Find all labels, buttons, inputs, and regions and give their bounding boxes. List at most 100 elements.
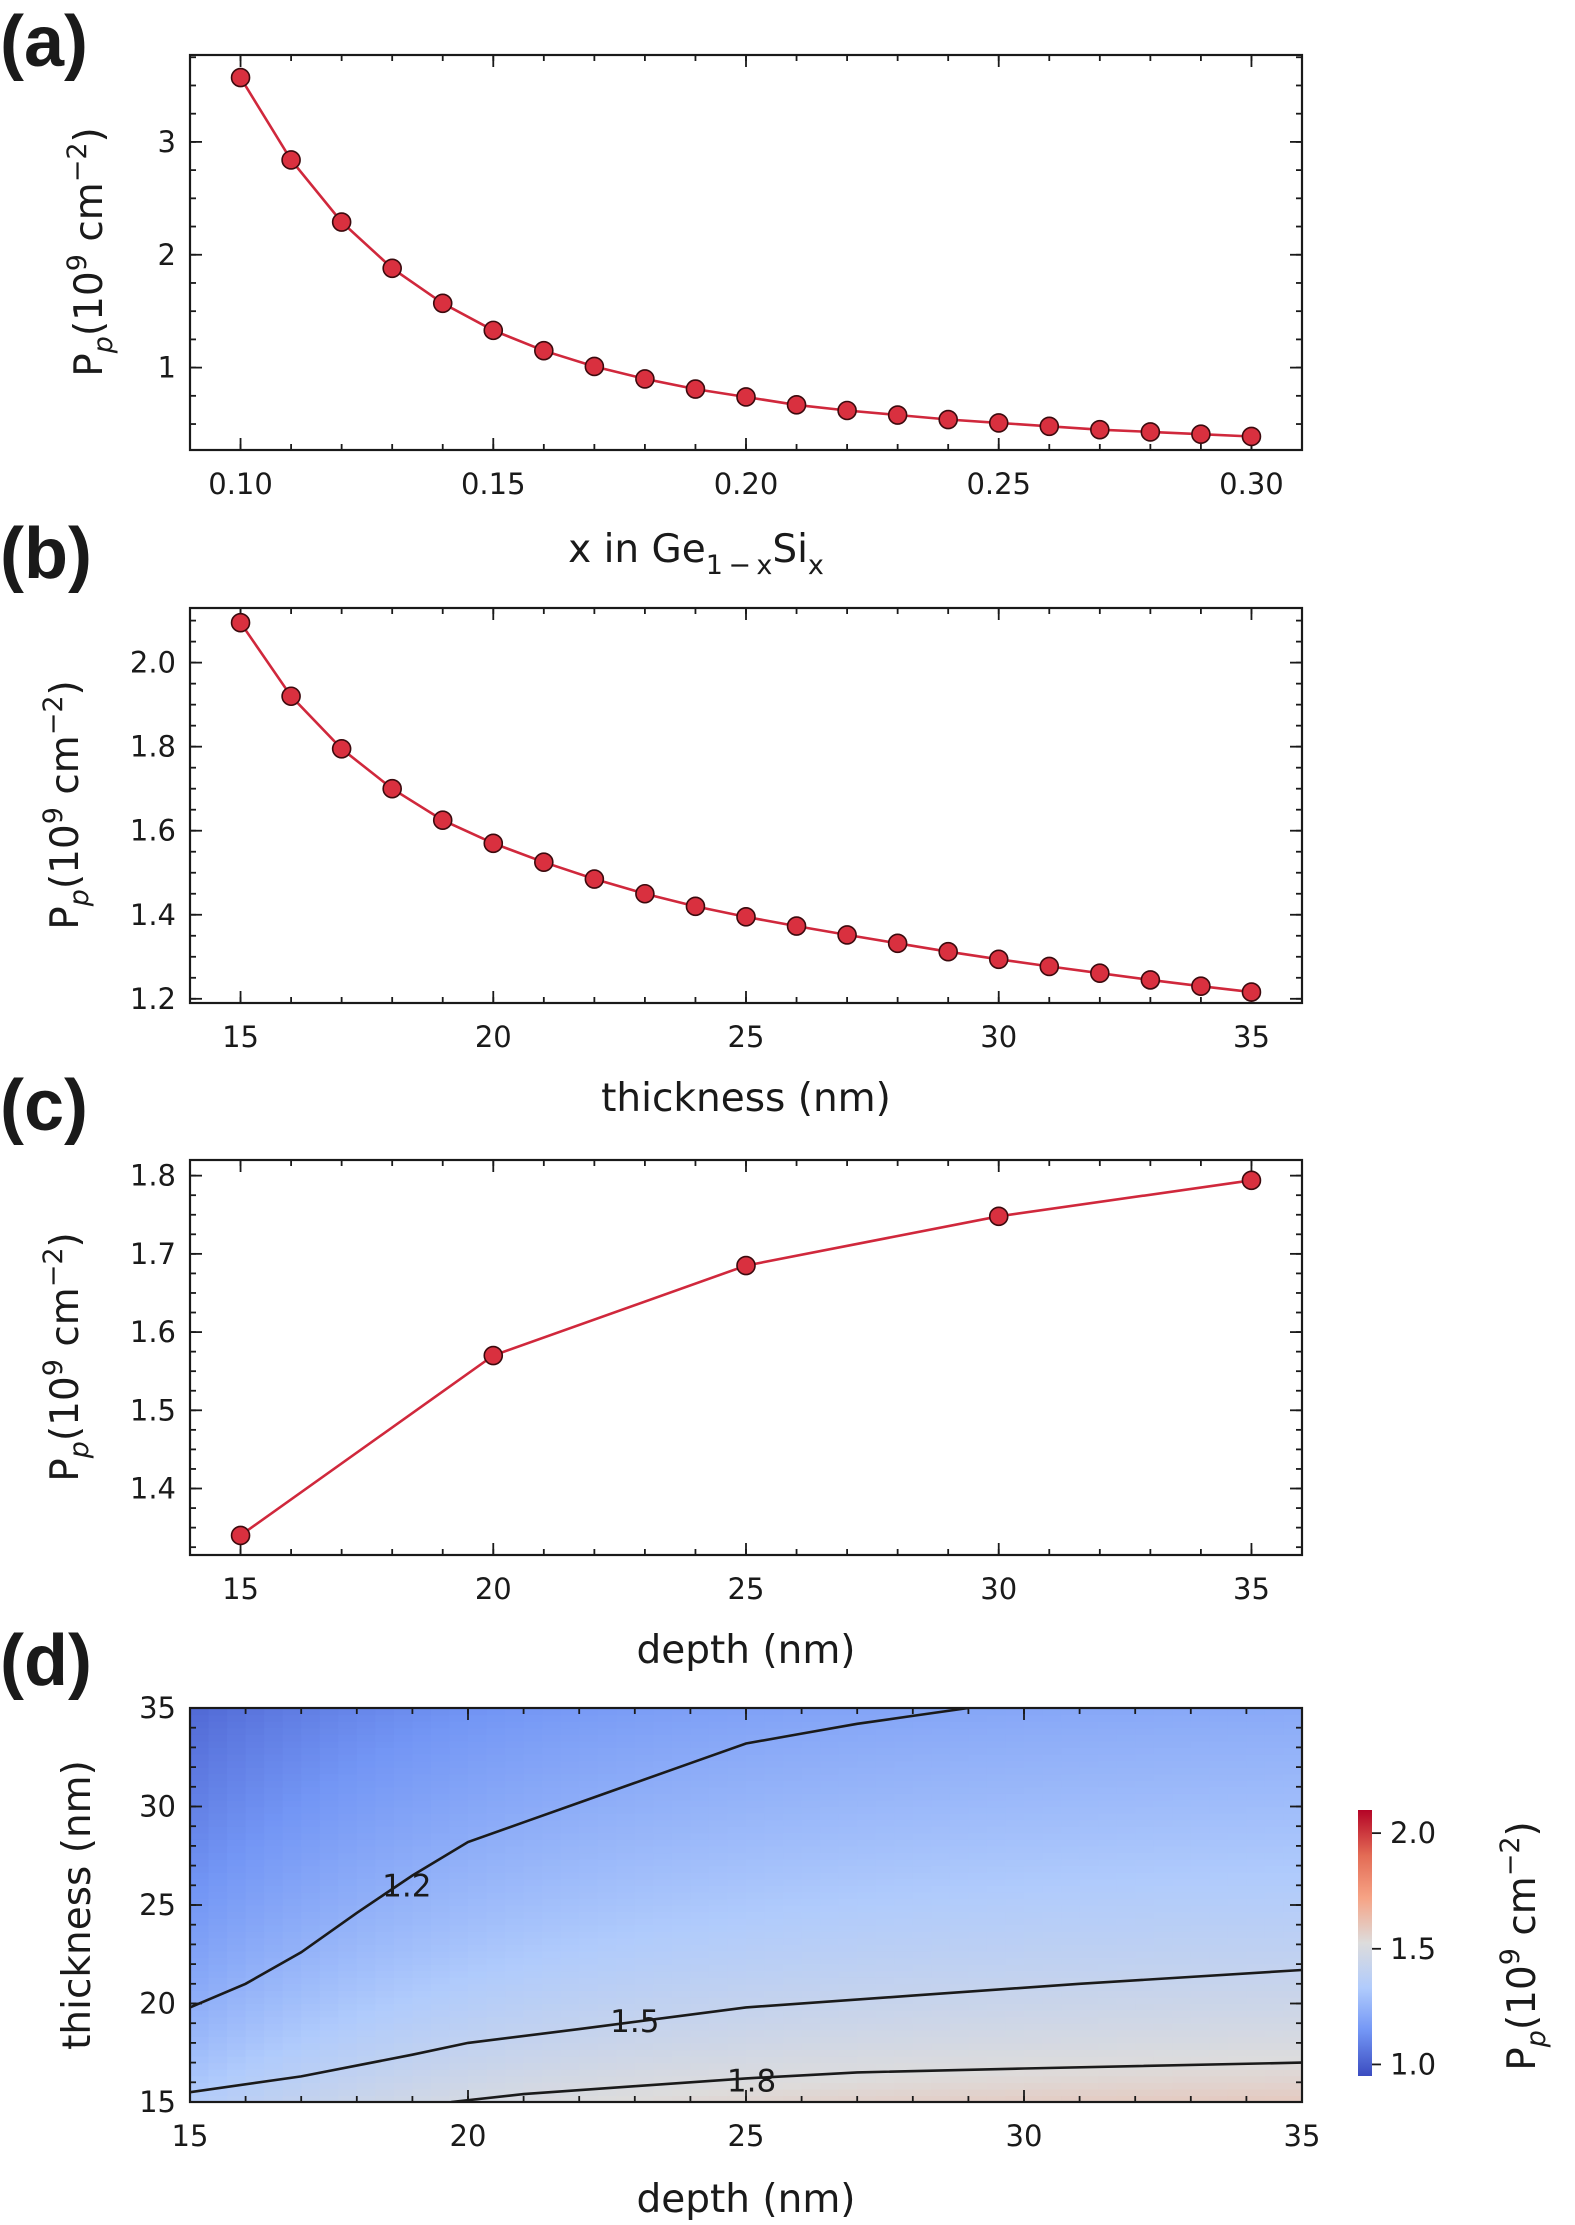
- heatmap-cell: [542, 1773, 562, 1781]
- heatmap-cell: [1190, 1944, 1210, 1952]
- heatmap-cell: [319, 1734, 339, 1742]
- heatmap-cell: [190, 2036, 210, 2044]
- heatmap-cell: [338, 2056, 358, 2064]
- heatmap-cell: [412, 1924, 432, 1932]
- x-tick-label: 25: [728, 2119, 765, 2153]
- heatmap-cell: [542, 1990, 562, 1998]
- heatmap-cell: [505, 2088, 525, 2097]
- heatmap-cell: [727, 1826, 747, 1834]
- heatmap-cell: [1116, 1911, 1136, 1919]
- heatmap-cell: [727, 1983, 747, 1991]
- heatmap-cell: [245, 1964, 265, 1972]
- heatmap-cell: [616, 2010, 636, 2018]
- heatmap-cell: [653, 1865, 673, 1873]
- heatmap-cell: [1024, 1819, 1044, 1827]
- heatmap-cell: [671, 1957, 691, 1965]
- heatmap-cell: [449, 1859, 469, 1867]
- heatmap-cell: [1079, 1865, 1099, 1873]
- heatmap-cell: [1209, 1859, 1229, 1867]
- heatmap-cell: [949, 1819, 969, 1827]
- heatmap-cell: [1098, 1826, 1118, 1834]
- heatmap-cell: [393, 1977, 413, 1985]
- heatmap-cell: [1116, 1740, 1136, 1748]
- heatmap-cell: [949, 1721, 969, 1729]
- heatmap-cell: [653, 1708, 673, 1716]
- heatmap-cell: [671, 2049, 691, 2057]
- heatmap-cell: [838, 1845, 858, 1854]
- heatmap-cell: [282, 2029, 302, 2037]
- heatmap-cell: [393, 2088, 413, 2097]
- heatmap-cell: [931, 1852, 951, 1860]
- heatmap-cell: [468, 1793, 488, 1801]
- heatmap-cell: [838, 1990, 858, 1998]
- heatmap-cell: [264, 1753, 284, 1762]
- heatmap-cell: [1042, 1852, 1062, 1860]
- heatmap-cell: [319, 2036, 339, 2044]
- heatmap-cell: [579, 2062, 599, 2070]
- heatmap-cell: [1079, 1950, 1099, 1959]
- heatmap-cell: [1172, 2095, 1192, 2102]
- heatmap-cell: [1135, 1964, 1155, 1972]
- heatmap-cell: [764, 2095, 784, 2102]
- heatmap-cell: [245, 1898, 265, 1906]
- heatmap-cell: [430, 1747, 451, 1755]
- heatmap-cell: [245, 1813, 265, 1821]
- heatmap-cell: [430, 1793, 451, 1801]
- heatmap-cell: [653, 1760, 673, 1768]
- heatmap-cell: [857, 1944, 877, 1952]
- heatmap-cell: [1079, 1905, 1099, 1913]
- heatmap-cell: [690, 1740, 710, 1748]
- heatmap-cell: [393, 1918, 413, 1926]
- data-point: [281, 686, 301, 707]
- heatmap-cell: [1005, 1944, 1025, 1952]
- heatmap-cell: [1227, 1826, 1247, 1834]
- heatmap-cell: [375, 1911, 395, 1919]
- heatmap-cell: [560, 1813, 580, 1821]
- heatmap-cell: [634, 1839, 654, 1847]
- heatmap-cell: [393, 1852, 413, 1860]
- heatmap-cell: [912, 1813, 932, 1821]
- heatmap-cell: [708, 2088, 729, 2097]
- heatmap-cell: [746, 1773, 766, 1781]
- heatmap-cell: [282, 2075, 302, 2083]
- heatmap-cell: [1098, 1911, 1118, 1919]
- heatmap-cell: [764, 2069, 784, 2077]
- heatmap-cell: [1264, 1806, 1285, 1814]
- heatmap-cell: [894, 1898, 914, 1906]
- heatmap-cell: [449, 1760, 469, 1768]
- heatmap-cell: [783, 1964, 803, 1972]
- heatmap-cell: [597, 1740, 617, 1748]
- heatmap-cell: [838, 1839, 858, 1847]
- heatmap-cell: [820, 1714, 840, 1722]
- heatmap-cell: [764, 1747, 784, 1755]
- heatmap-cell: [208, 2029, 228, 2037]
- heatmap-cell: [264, 1924, 284, 1932]
- heatmap-cell: [690, 1937, 710, 1945]
- heatmap-cell: [1227, 2075, 1247, 2083]
- heatmap-cell: [653, 1714, 673, 1722]
- heatmap-cell: [616, 2023, 636, 2031]
- heatmap-cell: [820, 1708, 840, 1716]
- heatmap-cell: [375, 2062, 395, 2070]
- heatmap-cell: [727, 2088, 747, 2097]
- heatmap-cell: [653, 1740, 673, 1748]
- heatmap-cell: [634, 2088, 654, 2097]
- heatmap-cell: [190, 1747, 210, 1755]
- heatmap-cell: [505, 2003, 525, 2011]
- heatmap-cell: [190, 1865, 210, 1873]
- heatmap-cell: [542, 1983, 562, 1991]
- heatmap-cell: [838, 2088, 858, 2097]
- heatmap-cell: [301, 1977, 321, 1985]
- heatmap-cell: [301, 1734, 321, 1742]
- heatmap-cell: [430, 1753, 451, 1762]
- heatmap-cell: [616, 2069, 636, 2077]
- heatmap-cell: [227, 1793, 247, 1801]
- heatmap-cell: [1098, 1983, 1118, 1991]
- heatmap-cell: [708, 1859, 729, 1867]
- heatmap-cell: [319, 2049, 339, 2057]
- heatmap-cell: [301, 2010, 321, 2018]
- heatmap-cell: [949, 1747, 969, 1755]
- heatmap-cell: [949, 1813, 969, 1821]
- heatmap-cell: [560, 2029, 580, 2037]
- heatmap-cell: [505, 2049, 525, 2057]
